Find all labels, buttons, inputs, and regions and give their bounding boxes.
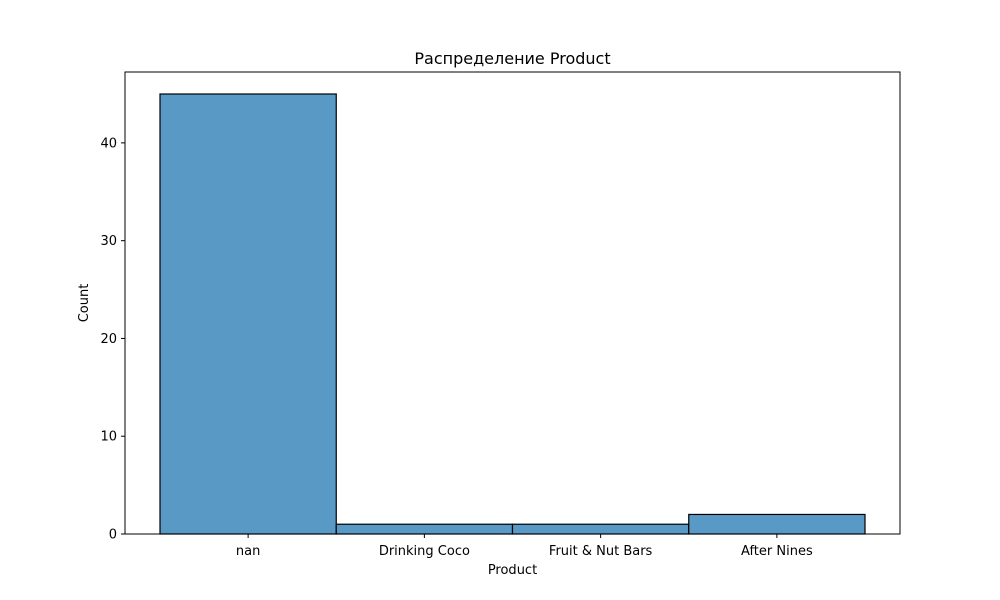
x-tick-label-1: Drinking Coco bbox=[379, 544, 470, 559]
bars-group bbox=[159, 93, 866, 535]
x-tick-label-3: After Nines bbox=[741, 544, 813, 559]
plot-frame bbox=[124, 71, 901, 535]
y-tick-label-1: 10 bbox=[100, 430, 117, 445]
y-tick-label-0: 0 bbox=[109, 528, 117, 543]
bar-3 bbox=[688, 513, 866, 535]
y-axis-ticks: 0 10 20 30 40 bbox=[100, 136, 125, 543]
chart-title: Распределение Product bbox=[414, 49, 610, 68]
y-tick-label-3: 30 bbox=[100, 234, 117, 249]
bar-0 bbox=[159, 93, 337, 535]
x-axis-label: Product bbox=[488, 563, 537, 578]
x-axis-ticks: nan Drinking Coco Fruit & Nut Bars After Ni… bbox=[236, 534, 813, 559]
bar-1 bbox=[335, 523, 514, 535]
y-tick-label-2: 20 bbox=[100, 332, 117, 347]
y-tick-label-4: 40 bbox=[100, 136, 117, 151]
bar-2 bbox=[511, 523, 690, 535]
x-tick-label-0: nan bbox=[236, 544, 260, 559]
x-tick-label-2: Fruit & Nut Bars bbox=[549, 544, 653, 559]
y-axis-label: Count bbox=[77, 284, 92, 323]
